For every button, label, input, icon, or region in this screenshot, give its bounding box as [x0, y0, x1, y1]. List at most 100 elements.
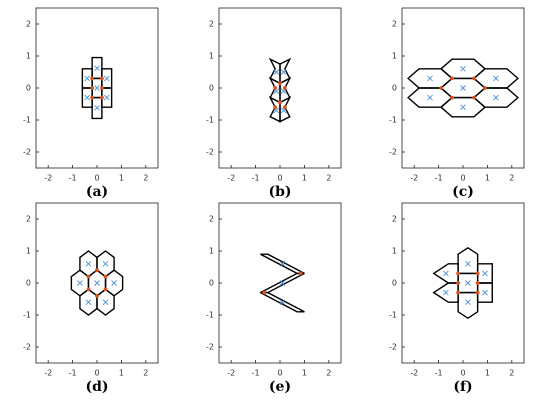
y-tick-label: 1 — [209, 52, 214, 61]
x-tick-label: -1 — [435, 369, 443, 378]
site-marker — [103, 75, 110, 82]
site-marker — [460, 65, 466, 72]
site-marker — [460, 104, 466, 111]
x-tick-label: -2 — [44, 174, 52, 183]
x-tick-label: 1 — [302, 174, 307, 183]
y-tick-label: -2 — [389, 148, 397, 157]
y-tick-label: -2 — [206, 343, 214, 352]
panel: -2 -1 0 1 2 -2 -1 0 1 2 (d) — [23, 202, 159, 395]
site-marker — [482, 289, 488, 296]
site-marker — [280, 69, 287, 75]
y-tick-label: -2 — [23, 148, 31, 157]
site-marker — [460, 85, 466, 91]
x-tick-label: 0 — [460, 174, 465, 183]
node-marker — [282, 105, 287, 110]
y-tick-label: 2 — [209, 20, 214, 29]
site-marker — [94, 105, 100, 111]
node-marker — [90, 76, 95, 81]
site-marker — [465, 280, 471, 286]
site-marker — [427, 94, 433, 101]
site-marker — [102, 260, 109, 267]
y-tick-label: -2 — [23, 343, 31, 352]
x-tick-label: -2 — [44, 369, 52, 378]
y-tick-label: 1 — [392, 247, 397, 256]
node-marker — [90, 95, 95, 100]
panel: -2 -1 0 1 2 -2 -1 0 1 2 (c) — [389, 7, 525, 200]
site-marker — [103, 94, 110, 101]
cell — [91, 96, 103, 120]
x-tick-label: 2 — [509, 174, 514, 183]
x-tick-label: 1 — [119, 369, 124, 378]
y-tick-label: -1 — [23, 311, 31, 320]
y-tick-label: 0 — [392, 84, 397, 93]
site-marker — [84, 94, 91, 101]
node-marker — [456, 281, 461, 285]
node-marker — [456, 271, 461, 276]
x-tick-label: 0 — [277, 369, 282, 378]
panel-caption: (e) — [269, 379, 291, 395]
node-marker — [262, 290, 267, 295]
site-marker — [102, 299, 109, 306]
panel: -2 -1 0 1 2 -2 -1 0 1 2 (b) — [206, 7, 342, 200]
y-tick-label: -2 — [206, 148, 214, 157]
node-marker — [298, 271, 303, 276]
node-marker — [278, 81, 282, 86]
site-marker — [84, 75, 91, 82]
node-marker — [86, 274, 91, 279]
panel-caption: (a) — [86, 184, 108, 200]
site-marker — [94, 280, 100, 286]
x-tick-label: 2 — [509, 369, 514, 378]
x-tick-label: 0 — [460, 369, 465, 378]
node-marker — [439, 86, 443, 90]
site-marker — [279, 260, 286, 267]
node-marker — [475, 271, 480, 276]
y-tick-label: 1 — [209, 247, 214, 256]
node-marker — [273, 86, 278, 90]
site-marker — [443, 289, 449, 296]
y-tick-label: 0 — [26, 84, 31, 93]
x-tick-label: 2 — [326, 174, 331, 183]
y-tick-label: 0 — [26, 279, 31, 288]
x-tick-label: 2 — [326, 369, 331, 378]
site-marker — [465, 299, 471, 306]
x-tick-label: -2 — [227, 369, 235, 378]
panel-caption: (d) — [85, 379, 108, 395]
node-marker — [483, 86, 487, 90]
site-marker — [482, 270, 488, 277]
node-marker — [450, 76, 454, 81]
panel-caption: (b) — [268, 184, 291, 200]
axes-frame — [401, 202, 525, 364]
x-tick-label: 0 — [277, 174, 282, 183]
y-tick-label: -1 — [23, 116, 31, 125]
node-marker — [450, 95, 454, 100]
site-marker — [443, 270, 449, 277]
node-marker — [472, 76, 476, 81]
x-tick-label: -1 — [252, 369, 260, 378]
y-tick-label: 1 — [26, 247, 31, 256]
x-tick-label: 0 — [94, 174, 99, 183]
site-marker — [493, 75, 499, 82]
y-tick-label: -1 — [389, 116, 397, 125]
node-marker — [475, 281, 480, 285]
site-marker — [94, 85, 100, 91]
x-tick-label: -2 — [410, 369, 418, 378]
node-marker — [99, 86, 104, 90]
panel-caption: (c) — [452, 184, 474, 200]
x-tick-label: -1 — [252, 174, 260, 183]
x-tick-label: 1 — [302, 369, 307, 378]
site-marker — [465, 260, 471, 267]
y-tick-label: 0 — [392, 279, 397, 288]
site-marker — [85, 260, 92, 267]
y-tick-label: 1 — [392, 52, 397, 61]
y-tick-label: 1 — [26, 52, 31, 61]
x-tick-label: 2 — [143, 174, 148, 183]
node-marker — [282, 86, 287, 90]
site-marker — [427, 75, 433, 82]
site-marker — [94, 65, 100, 71]
panel: -2 -1 0 1 2 -2 -1 0 1 2 (f) — [389, 202, 525, 395]
node-marker — [273, 105, 278, 110]
y-tick-label: -2 — [389, 343, 397, 352]
cell — [476, 282, 493, 303]
node-marker — [95, 268, 99, 273]
node-marker — [99, 95, 104, 100]
